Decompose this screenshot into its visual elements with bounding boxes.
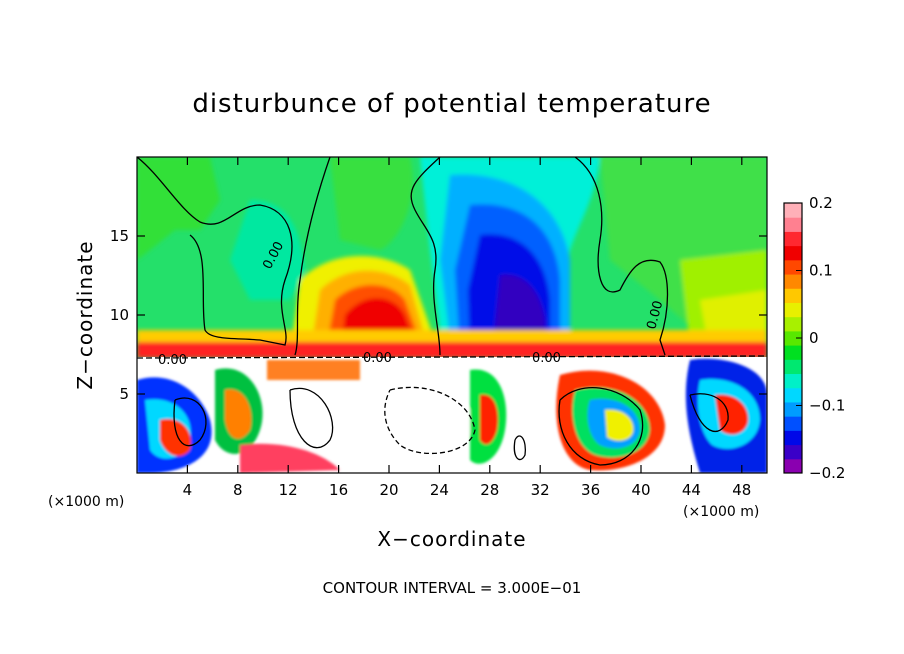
x-tick-label: 24 bbox=[430, 481, 449, 499]
y-tick-label: 15 bbox=[110, 227, 129, 245]
colorbar-swatch bbox=[784, 373, 802, 389]
colorbar-swatch bbox=[784, 330, 802, 346]
colorbar-swatch bbox=[784, 458, 802, 474]
colorbar-swatch bbox=[784, 359, 802, 375]
y-tick-label: 5 bbox=[119, 385, 129, 403]
y-tick-label: 10 bbox=[110, 306, 129, 324]
colorbar-swatch bbox=[784, 259, 802, 275]
colorbar-tick-label: 0.1 bbox=[809, 262, 833, 280]
colorbar-swatch bbox=[784, 430, 802, 446]
contour-label: 0.00 bbox=[363, 351, 392, 366]
x-tick-label: 44 bbox=[682, 481, 701, 499]
x-tick-label: 28 bbox=[480, 481, 499, 499]
colorbar-swatch bbox=[784, 316, 802, 332]
x-tick-label: 36 bbox=[581, 481, 600, 499]
x-tick-label: 20 bbox=[379, 481, 398, 499]
colorbar: 0.2 0.1 0 −0.1 −0.2 bbox=[783, 194, 845, 482]
x-tick-label: 32 bbox=[531, 481, 550, 499]
x-tick-label: 16 bbox=[329, 481, 348, 499]
colorbar-swatch bbox=[784, 444, 802, 460]
x-tick-label: 48 bbox=[732, 481, 751, 499]
colorbar-swatch bbox=[784, 401, 802, 417]
colorbar-swatch bbox=[784, 274, 802, 289]
chart-title: disturbunce of potential temperature bbox=[192, 89, 711, 119]
colorbar-swatch bbox=[784, 302, 802, 318]
x-tick-label: 40 bbox=[631, 481, 650, 499]
x-tick-label: 12 bbox=[279, 481, 298, 499]
y-axis-label: Z−coordinate bbox=[73, 240, 97, 389]
x-unit-left: (×1000 m) bbox=[48, 494, 124, 510]
colorbar-swatch bbox=[784, 245, 802, 261]
colorbar-swatch bbox=[784, 203, 802, 218]
temperature-field bbox=[137, 157, 767, 473]
colorbar-tick-label: 0.2 bbox=[809, 194, 833, 212]
colorbar-tick-label: −0.2 bbox=[809, 464, 845, 482]
colorbar-swatch bbox=[784, 345, 802, 360]
colorbar-swatch bbox=[784, 288, 802, 303]
colorbar-tick-label: −0.1 bbox=[809, 397, 845, 415]
colorbar-swatch bbox=[784, 387, 802, 403]
colorbar-swatch bbox=[784, 416, 802, 431]
x-unit-right: (×1000 m) bbox=[683, 504, 759, 520]
contour-label: 0.00 bbox=[644, 299, 666, 331]
contour-interval-note: CONTOUR INTERVAL = 3.000E−01 bbox=[323, 579, 582, 597]
colorbar-swatch bbox=[784, 231, 802, 247]
x-axis-label: X−coordinate bbox=[377, 527, 526, 551]
colorbar-tick-label: 0 bbox=[809, 329, 819, 347]
contour-label: 0.00 bbox=[158, 353, 187, 368]
colorbar-swatch bbox=[784, 217, 802, 232]
x-tick-label: 4 bbox=[183, 481, 193, 499]
contour-lines bbox=[137, 157, 767, 466]
contour-label: 0.00 bbox=[532, 351, 561, 366]
x-tick-label: 8 bbox=[233, 481, 243, 499]
